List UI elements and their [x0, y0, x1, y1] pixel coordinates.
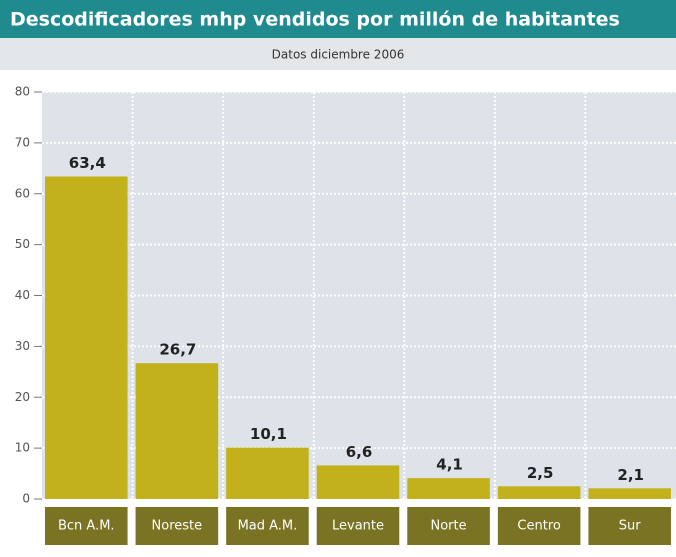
category-band — [226, 507, 309, 545]
x-tick-label: Mad A.M. — [238, 519, 298, 534]
bar — [316, 465, 400, 499]
bar — [135, 363, 219, 499]
chart-title: Descodificadores mhp vendidos por millón… — [10, 9, 620, 31]
category-band — [45, 507, 128, 545]
y-tick-label: 20 — [15, 390, 30, 404]
value-label: 6,6 — [346, 443, 373, 461]
value-label: 26,7 — [159, 341, 196, 359]
category-band — [135, 507, 219, 545]
value-label: 2,1 — [617, 466, 644, 484]
value-label: 4,1 — [436, 456, 463, 474]
y-tick-label: 10 — [15, 441, 30, 455]
value-label: 63,4 — [69, 154, 106, 172]
category-band — [497, 507, 581, 545]
y-tick-label: 40 — [15, 288, 30, 302]
y-tick-label: 0 — [22, 492, 30, 506]
value-label: 10,1 — [250, 425, 287, 443]
x-tick-label: Levante — [332, 519, 384, 534]
y-tick-label: 80 — [15, 85, 30, 99]
x-tick-label: Bcn A.M. — [58, 519, 115, 534]
title-bar — [0, 0, 676, 38]
value-label: 2,5 — [527, 464, 554, 482]
bar — [407, 478, 490, 499]
category-band — [407, 507, 490, 545]
y-tick-label: 30 — [15, 339, 30, 353]
bar — [588, 488, 671, 499]
subtitle-band — [0, 38, 676, 70]
category-band — [588, 507, 671, 545]
bar — [226, 447, 309, 499]
bar — [45, 176, 128, 499]
x-tick-label: Norte — [431, 519, 467, 534]
y-tick-label: 70 — [15, 135, 30, 149]
category-band — [316, 507, 400, 545]
x-tick-label: Centro — [517, 519, 560, 534]
x-tick-label: Noreste — [152, 519, 203, 534]
chart-subtitle: Datos diciembre 2006 — [272, 48, 405, 62]
bar — [497, 486, 581, 499]
y-tick-label: 60 — [15, 186, 30, 200]
y-tick-label: 50 — [15, 237, 30, 251]
x-tick-label: Sur — [619, 519, 641, 534]
